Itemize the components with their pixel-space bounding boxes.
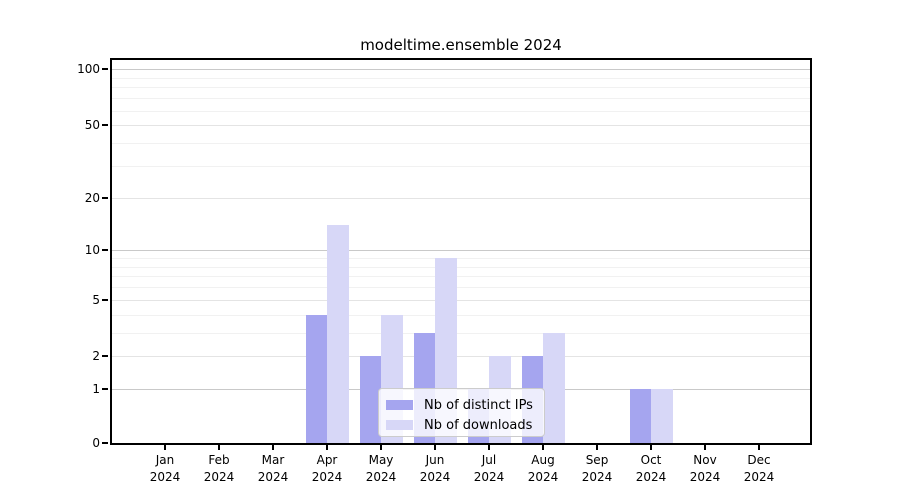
x-tick-label-oct: Oct 2024: [635, 453, 667, 484]
x-tick-mark-oct: [650, 445, 652, 450]
legend-swatch-distinct-ips: [386, 400, 413, 410]
gridline-y-7: [112, 276, 810, 278]
gridline-y-80: [112, 87, 810, 89]
x-tick-label-jul: Jul 2024: [473, 453, 505, 484]
y-tick-label-2: 2: [92, 349, 100, 364]
gridline-y-60: [112, 110, 810, 112]
gridline-y-3: [112, 332, 810, 334]
y-tick-mark-20: [102, 196, 108, 199]
x-tick-mark-jan: [164, 445, 166, 450]
y-tick-label-5: 5: [92, 292, 100, 307]
gridline-y-2: [112, 356, 810, 358]
y-tick-mark-0: [102, 442, 108, 444]
y-tick-mark-1: [102, 388, 108, 391]
x-tick-mark-jun: [434, 445, 436, 450]
x-tick-label-jan: Jan 2024: [149, 453, 181, 484]
bar-downloads-oct: [651, 389, 673, 443]
y-tick-label-50: 50: [84, 118, 100, 133]
legend-item-distinct-ips: Nb of distinct IPs: [386, 396, 544, 414]
plot-area: Nb of distinct IPs Nb of downloads: [112, 60, 810, 443]
chart-title: modeltime.ensemble 2024: [360, 36, 562, 54]
x-tick-mark-dec: [758, 445, 760, 450]
gridline-y-90: [112, 77, 810, 79]
y-tick-label-20: 20: [84, 190, 100, 205]
gridline-y-30: [112, 165, 810, 167]
gridline-y-9: [112, 258, 810, 260]
x-tick-label-aug: Aug 2024: [527, 453, 559, 484]
x-tick-mark-mar: [272, 445, 274, 450]
gridline-y-5: [112, 299, 810, 301]
y-tick-mark-2: [102, 355, 108, 358]
y-tick-label-0: 0: [92, 436, 100, 450]
x-tick-label-apr: Apr 2024: [311, 453, 343, 484]
bar-ips-oct: [629, 389, 651, 443]
gridline-y-20: [112, 197, 810, 199]
x-tick-label-may: May 2024: [365, 453, 397, 484]
x-tick-mark-aug: [542, 445, 544, 450]
x-tick-label-nov: Nov 2024: [689, 453, 721, 484]
x-tick-mark-nov: [704, 445, 706, 450]
legend: Nb of distinct IPs Nb of downloads: [378, 388, 545, 437]
x-tick-label-jun: Jun 2024: [419, 453, 451, 484]
y-tick-label-1: 1: [92, 382, 100, 397]
bar-ips-may: [359, 356, 381, 443]
y-tick-mark-100: [102, 68, 108, 71]
y-tick-mark-50: [102, 124, 108, 127]
legend-label-distinct-ips: Nb of distinct IPs: [424, 397, 533, 413]
x-tick-mark-feb: [218, 445, 220, 450]
bar-downloads-apr: [327, 225, 349, 443]
y-tick-label-100: 100: [77, 62, 100, 77]
legend-label-downloads: Nb of downloads: [424, 417, 533, 433]
x-tick-label-sep: Sep 2024: [581, 453, 613, 484]
x-tick-mark-may: [380, 445, 382, 450]
legend-item-downloads: Nb of downloads: [386, 416, 544, 434]
y-tick-label-10: 10: [84, 243, 100, 258]
gridline-y-40: [112, 143, 810, 144]
x-tick-mark-apr: [326, 445, 328, 450]
y-tick-mark-10: [102, 249, 108, 252]
gridline-y-4: [112, 314, 810, 316]
bar-ips-apr: [305, 314, 327, 443]
gridline-y-8: [112, 266, 810, 268]
x-tick-mark-jul: [488, 445, 490, 450]
x-tick-label-feb: Feb 2024: [203, 453, 235, 484]
legend-swatch-downloads: [386, 420, 413, 430]
gridline-y-50: [112, 125, 810, 127]
y-tick-mark-5: [102, 298, 108, 301]
x-tick-label-dec: Dec 2024: [743, 453, 775, 484]
gridline-y-100: [112, 69, 810, 71]
gridline-y-70: [112, 98, 810, 100]
x-tick-mark-sep: [596, 445, 598, 450]
gridline-y-10: [112, 250, 810, 252]
x-tick-label-mar: Mar 2024: [257, 453, 289, 484]
gridline-y-6: [112, 287, 810, 289]
bar-downloads-aug: [543, 332, 565, 443]
